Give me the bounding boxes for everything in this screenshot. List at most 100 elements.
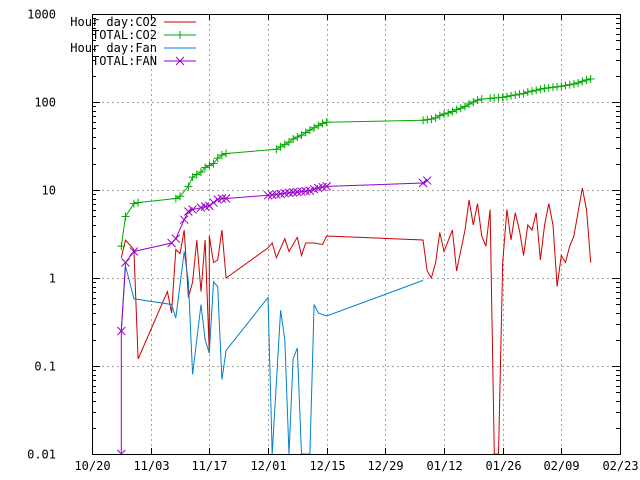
plus-marker <box>536 85 545 94</box>
plus-marker <box>117 242 126 251</box>
plus-marker <box>184 182 193 191</box>
x-tick-label: 10/20 <box>74 459 110 473</box>
plus-marker <box>217 150 226 159</box>
plus-marker <box>460 102 469 111</box>
x-tick-label: 12/01 <box>250 459 286 473</box>
plus-marker <box>301 128 310 137</box>
series-1 <box>117 74 595 251</box>
x-marker <box>175 56 185 66</box>
plus-marker <box>507 91 516 100</box>
plus-marker <box>176 192 184 201</box>
y-tick-label: 1000 <box>27 8 56 22</box>
plus-marker <box>469 98 478 106</box>
series-line <box>120 188 592 454</box>
x-tick-label: 02/09 <box>543 459 579 473</box>
legend-label: TOTAL:CO2 <box>92 28 157 42</box>
x-tick-label: 01/12 <box>426 459 462 473</box>
x-marker <box>284 188 294 198</box>
plus-marker <box>423 115 432 124</box>
plus-marker <box>523 87 532 96</box>
plus-marker <box>553 82 562 91</box>
plus-marker <box>134 198 143 207</box>
plus-marker <box>557 82 566 91</box>
x-marker <box>116 449 126 454</box>
plus-marker <box>305 126 314 135</box>
plus-marker <box>129 199 138 208</box>
plus-marker <box>213 154 222 163</box>
plus-marker <box>565 80 574 89</box>
plus-marker <box>297 131 306 140</box>
x-marker <box>297 187 306 196</box>
plus-marker <box>280 140 289 149</box>
plus-marker <box>322 118 331 127</box>
plus-marker <box>121 212 130 221</box>
x-marker <box>204 201 214 211</box>
x-marker <box>184 207 193 216</box>
series-layer <box>116 74 595 454</box>
plus-marker <box>435 111 444 120</box>
plus-marker <box>272 145 281 154</box>
x-marker <box>221 194 231 203</box>
legend-label: TOTAL:FAN <box>92 54 157 68</box>
plus-marker <box>205 161 214 170</box>
series-line <box>120 251 424 454</box>
plus-marker <box>209 159 218 168</box>
plus-marker <box>465 99 474 108</box>
plus-marker <box>427 115 436 124</box>
plus-marker <box>171 194 180 203</box>
x-marker <box>171 234 181 244</box>
x-marker <box>129 247 139 256</box>
plus-marker <box>528 87 536 96</box>
plus-marker <box>473 96 482 105</box>
plus-marker <box>276 142 285 151</box>
plus-marker <box>574 78 583 87</box>
legend-label: Hour day:CO2 <box>70 15 157 29</box>
axes-layer <box>92 14 621 455</box>
plus-marker <box>515 90 524 99</box>
y-tick-label: 0.1 <box>34 360 56 374</box>
x-tick-label: 01/26 <box>485 459 521 473</box>
x-marker <box>292 187 302 197</box>
x-marker <box>267 190 277 200</box>
plus-marker <box>444 108 453 117</box>
plus-marker <box>561 81 570 90</box>
plus-marker <box>440 110 448 119</box>
plus-marker <box>586 74 595 83</box>
x-marker <box>272 190 281 199</box>
x-tick-label: 12/29 <box>367 459 403 473</box>
y-tick-label: 0.01 <box>27 448 56 462</box>
plus-marker <box>431 113 440 122</box>
plus-marker <box>519 89 528 98</box>
plus-marker <box>569 80 578 89</box>
x-tick-label: 11/03 <box>133 459 169 473</box>
grid-layer <box>92 14 620 454</box>
plus-marker <box>578 77 587 86</box>
plus-marker <box>477 95 486 104</box>
series-3 <box>116 176 432 454</box>
plus-marker <box>314 121 323 130</box>
plus-marker <box>196 168 205 177</box>
plus-marker <box>582 75 591 84</box>
x-marker <box>179 215 189 225</box>
plus-marker <box>448 107 457 116</box>
plus-marker <box>222 149 231 158</box>
x-marker <box>288 188 298 197</box>
plot-frame <box>92 14 621 455</box>
plus-marker <box>502 92 511 101</box>
plus-marker <box>188 173 197 182</box>
x-marker <box>188 205 197 214</box>
plus-marker <box>548 83 557 92</box>
x-marker <box>418 178 428 188</box>
x-marker <box>301 186 311 196</box>
plus-marker <box>176 31 184 39</box>
x-marker <box>116 326 126 336</box>
y-tick-label: 10 <box>42 184 56 198</box>
x-marker <box>322 182 332 191</box>
x-marker <box>209 198 218 207</box>
plus-marker <box>284 138 293 147</box>
plus-marker <box>544 83 553 92</box>
plus-marker <box>456 104 465 113</box>
